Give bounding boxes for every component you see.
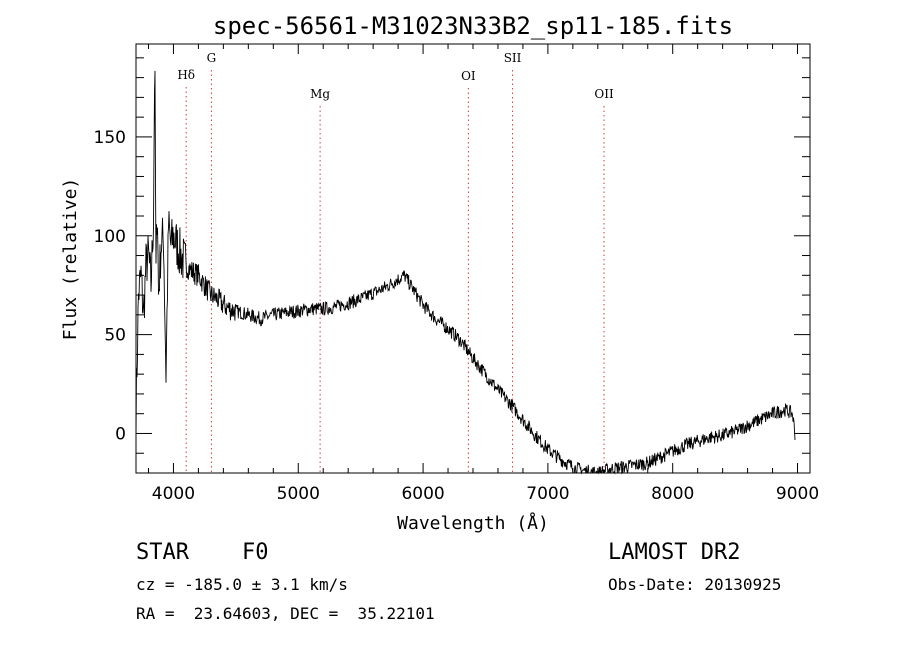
- x-tick-label: 4000: [152, 484, 195, 504]
- redshift-cz: cz = -185.0 ± 3.1 km/s: [136, 575, 348, 594]
- chart-title: spec-56561-M31023N33B2_sp11-185.fits: [213, 12, 733, 40]
- x-tick-label: 9000: [776, 484, 819, 504]
- obs-date: Obs-Date: 20130925: [608, 575, 782, 594]
- axis-ticks: 4000 5000 6000 7000 8000 9000 0 50 100 150: [94, 44, 819, 504]
- x-tick-label: 8000: [651, 484, 694, 504]
- x-tick-label: 5000: [277, 484, 320, 504]
- y-tick-label: 100: [94, 227, 126, 247]
- survey-name: LAMOST DR2: [608, 540, 741, 565]
- spectral-line-label: G: [207, 51, 217, 65]
- spectral-line-label: Hδ: [177, 68, 195, 82]
- y-tick-label: 0: [115, 424, 126, 444]
- spectral-line-label: OI: [461, 69, 476, 83]
- y-tick-label: 150: [94, 128, 126, 148]
- series-layer: [135, 70, 796, 475]
- y-tick-label: 50: [104, 326, 126, 346]
- spectral-line-markers: Hδ G Mg OI SII OII: [177, 51, 614, 473]
- spectral-line-label: OII: [594, 87, 614, 101]
- x-tick-label: 6000: [401, 484, 444, 504]
- object-class: STAR F0: [136, 540, 269, 565]
- plot-frame: [135, 43, 811, 474]
- y-axis-label: Flux (relative): [60, 178, 81, 341]
- x-tick-label: 7000: [526, 484, 569, 504]
- series-line-flux: [135, 70, 796, 475]
- spectral-line-label: SII: [504, 51, 522, 65]
- coordinates: RA = 23.64603, DEC = 35.22101: [136, 604, 435, 623]
- spectral-line-label: Mg: [310, 87, 330, 101]
- x-axis-label: Wavelength (Å): [397, 512, 549, 534]
